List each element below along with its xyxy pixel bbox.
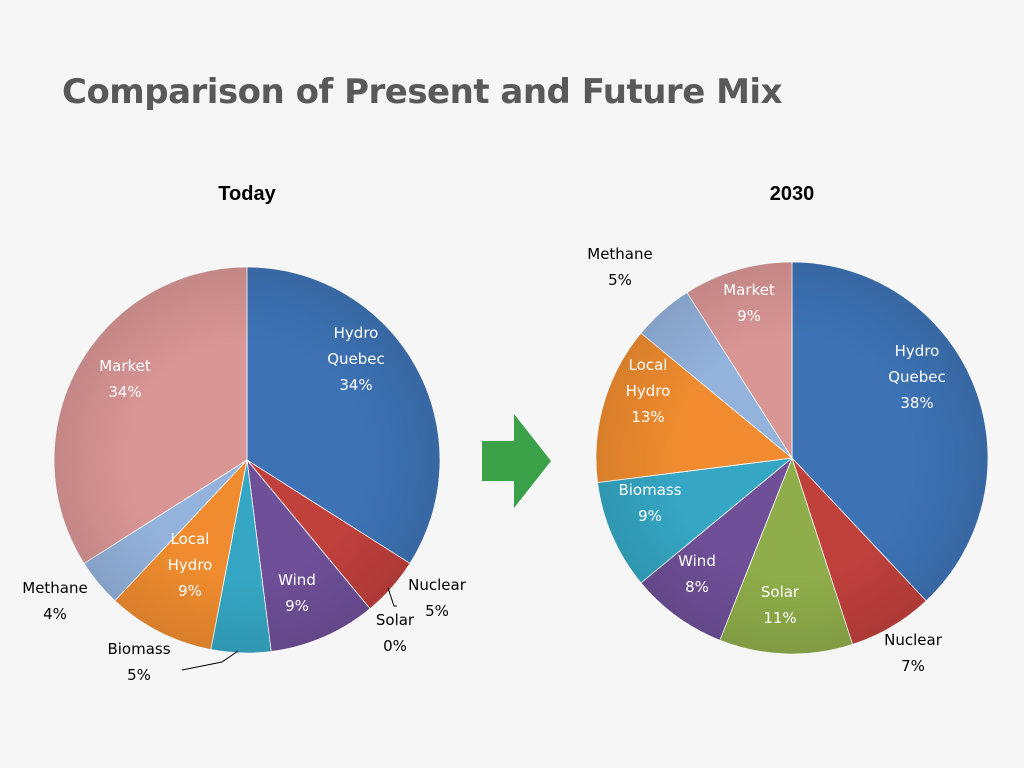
data-label-2030-methane: Methane 5% (587, 245, 653, 289)
chart-title-2030: 2030 (770, 183, 815, 205)
data-label-today-local-hydro: Local Hydro 9% (168, 530, 213, 600)
data-label-2030-wind: Wind 8% (678, 552, 716, 596)
leader-line-nuclear (387, 587, 397, 607)
pie-chart-today (53, 266, 441, 654)
data-label-today-market: Market 34% (99, 357, 151, 401)
chart-title-today: Today (218, 183, 276, 205)
data-label-today-nuclear: Nuclear 5% (408, 576, 467, 620)
data-label-today-methane: Methane 4% (22, 579, 88, 623)
data-label-2030-local-hydro: Local Hydro 13% (626, 356, 671, 426)
data-label-2030-market: Market 9% (723, 281, 775, 325)
data-label-today-solar: Solar 0% (376, 611, 415, 655)
data-label-today-wind: Wind 9% (278, 571, 316, 615)
data-label-2030-nuclear: Nuclear 7% (884, 631, 943, 675)
data-label-today-biomass: Biomass 5% (107, 640, 170, 684)
leader-line-biomass (181, 650, 239, 671)
slide-title: Comparison of Present and Future Mix (62, 72, 783, 112)
data-label-today-hydro-quebec: Hydro Quebec 34% (327, 324, 385, 394)
data-label-2030-solar: Solar 11% (761, 583, 800, 627)
data-label-2030-biomass: Biomass 9% (618, 481, 681, 525)
data-label-2030-hydro-quebec: Hydro Quebec 38% (888, 342, 946, 412)
right-arrow-icon (482, 414, 551, 508)
